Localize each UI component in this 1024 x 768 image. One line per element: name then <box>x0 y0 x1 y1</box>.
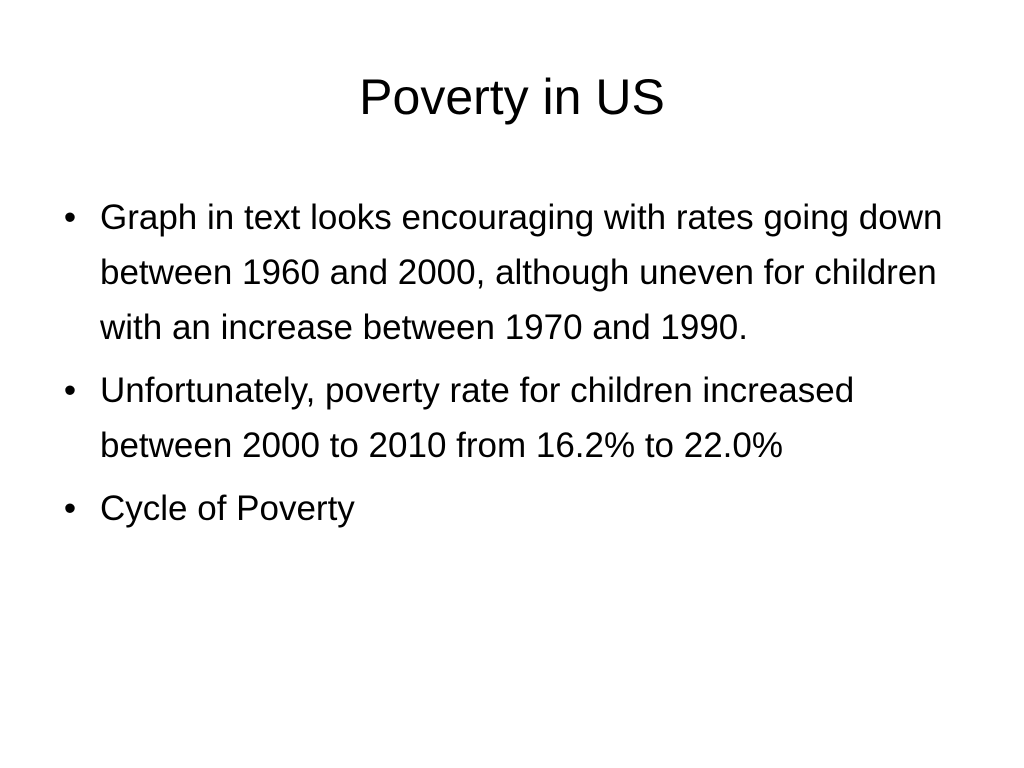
bullet-dot-icon: • <box>63 489 77 528</box>
bullet-list: • Graph in text looks encouraging with r… <box>56 190 976 544</box>
bullet-item: • Unfortunately, poverty rate for childr… <box>56 363 976 473</box>
bullet-dot-icon: • <box>63 198 77 237</box>
bullet-text: Unfortunately, poverty rate for children… <box>100 371 855 465</box>
bullet-text: Graph in text looks encouraging with rat… <box>100 198 943 347</box>
bullet-text: Cycle of Poverty <box>100 489 355 528</box>
slide-title: Poverty in US <box>359 69 665 125</box>
bullet-dot-icon: • <box>63 371 77 410</box>
bullet-item: • Cycle of Poverty <box>56 481 976 536</box>
bullet-item: • Graph in text looks encouraging with r… <box>56 190 976 355</box>
